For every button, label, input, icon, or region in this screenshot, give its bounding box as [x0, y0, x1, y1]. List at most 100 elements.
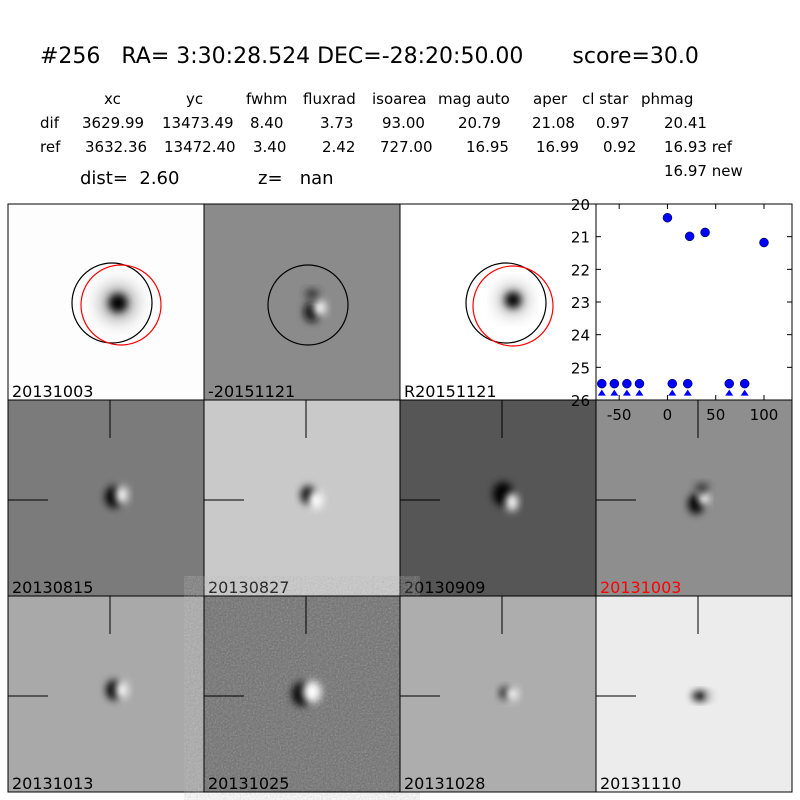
cell: 13472.40 [164, 138, 236, 156]
aperture [267, 264, 349, 346]
source [303, 681, 321, 703]
panel-label: 20131025 [208, 774, 289, 793]
point [622, 378, 632, 389]
source [309, 491, 323, 509]
row-label: ref [40, 138, 61, 156]
image-panel: -20151121 [203, 203, 401, 401]
image-panel: 20130815 [7, 399, 205, 597]
source [506, 493, 518, 511]
panel-label: 20131013 [12, 774, 93, 793]
limit-marker [668, 389, 677, 396]
cell: 727.00 [380, 138, 433, 156]
cell: 20.79 [458, 114, 501, 132]
cell: 3629.99 [82, 114, 144, 132]
panel-bg [400, 204, 596, 400]
column-header: phmag [641, 90, 693, 108]
source [506, 687, 518, 701]
cell: 8.40 [250, 114, 283, 132]
source [116, 486, 128, 504]
cell: 3632.36 [85, 138, 147, 156]
cell: 0.97 [596, 114, 629, 132]
cell: 16.95 [466, 138, 509, 156]
image-panel: R20151121 [399, 203, 597, 401]
column-header: xc [104, 90, 121, 108]
redshift: z= nan [258, 168, 334, 189]
point [759, 237, 769, 248]
point [724, 378, 734, 389]
panel-label: R20151121 [404, 382, 497, 401]
panel-bg [204, 204, 400, 400]
point [662, 212, 673, 223]
cell: 13473.49 [162, 114, 234, 132]
cell: 3.73 [320, 114, 353, 132]
panel-bg [400, 596, 596, 792]
source [695, 483, 709, 493]
image-panel: 20130909 [399, 399, 597, 597]
plot-area [595, 203, 793, 401]
limit-marker [740, 389, 749, 396]
image-panel: 20131013 [7, 595, 205, 793]
cell: 2.42 [322, 138, 355, 156]
source [109, 294, 127, 312]
limit-marker [610, 389, 619, 396]
source [505, 292, 521, 308]
panel-label: 20131003 [12, 382, 93, 401]
extra-mag: 16.97 new [664, 162, 743, 180]
source [692, 691, 708, 701]
aperture [465, 262, 547, 344]
panel-label: 20130827 [208, 578, 289, 597]
column-header: mag auto [438, 90, 510, 108]
limit-marker [725, 389, 734, 396]
cell: 93.00 [382, 114, 425, 132]
point [597, 378, 607, 389]
column-header: fwhm [246, 90, 287, 108]
panel-label: 20130815 [12, 578, 93, 597]
light-curve: 20 21 22 23 24 25 26 -50 0 50 100 [571, 196, 793, 424]
x-tick-label: -50 [607, 406, 632, 424]
column-header: yc [186, 90, 203, 108]
column-header: aper [533, 90, 568, 108]
image-panel: 20130827 [203, 399, 401, 597]
aperture-ref [472, 265, 554, 347]
source [305, 289, 319, 299]
point [667, 378, 678, 389]
cell: 16.93 ref [664, 138, 733, 156]
source [706, 692, 714, 700]
cell: 21.08 [532, 114, 575, 132]
source [699, 491, 709, 505]
y-tick-label: 21 [571, 229, 590, 247]
column-header: cl star [582, 90, 629, 108]
y-tick-label: 20 [571, 196, 590, 214]
distance: dist= 2.60 [80, 168, 179, 189]
image-panel: 20131003 [595, 399, 793, 597]
row-label: dif [40, 114, 60, 132]
limit-marker [635, 389, 644, 396]
point [739, 378, 750, 389]
source [314, 300, 326, 316]
limit-marker [622, 389, 631, 396]
cell: 16.99 [536, 138, 579, 156]
point [684, 231, 695, 242]
stats-table: xc yc fwhm fluxrad isoarea mag auto aper cl sta… [40, 90, 743, 189]
image-panel: 20131003 [7, 203, 205, 401]
image-panel: 20131110 [595, 595, 793, 793]
panel-label: 20131110 [600, 774, 681, 793]
panel-bg [8, 596, 204, 792]
column-header: isoarea [372, 90, 427, 108]
panel-label: -20151121 [208, 382, 295, 401]
y-tick-label: 26 [571, 392, 590, 410]
panel-label: 20131003 [600, 578, 681, 597]
y-tick-label: 23 [571, 294, 590, 312]
panel-label: 20131028 [404, 774, 485, 793]
cell: 3.40 [253, 138, 286, 156]
source [116, 681, 128, 699]
x-tick-label: 50 [706, 406, 725, 424]
limit-marker [597, 389, 606, 396]
panel-border [595, 595, 793, 793]
y-tick-label: 25 [571, 359, 590, 377]
title: #256 RA= 3:30:28.524 DEC=-28:20:50.00 sc… [40, 44, 699, 69]
point [634, 378, 645, 389]
x-tick-label: 100 [750, 406, 779, 424]
image-panel: 20131028 [399, 595, 597, 793]
